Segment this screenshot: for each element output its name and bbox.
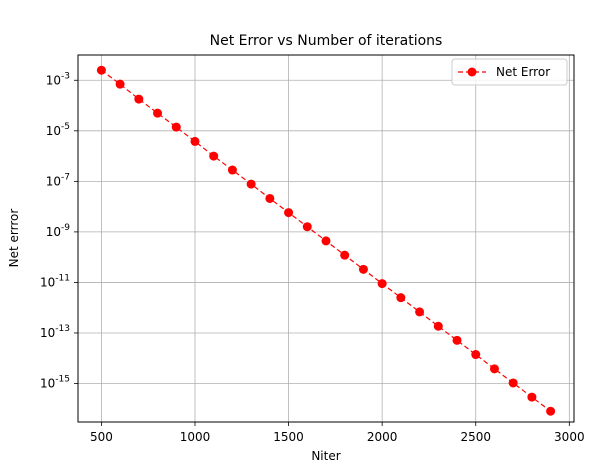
data-point — [246, 179, 256, 189]
data-point — [284, 208, 294, 218]
grid — [78, 55, 574, 422]
data-point — [134, 94, 144, 104]
data-point — [396, 293, 406, 303]
x-tick-label: 2000 — [367, 430, 398, 444]
x-axis-label: Niter — [311, 449, 340, 463]
series-layer — [96, 65, 556, 416]
data-point — [508, 378, 518, 388]
data-point — [527, 392, 537, 402]
y-axis-label: Net errror — [7, 209, 21, 268]
legend-label: Net Error — [496, 65, 550, 79]
data-point — [452, 335, 462, 345]
data-point — [433, 321, 443, 331]
legend: Net Error — [451, 58, 568, 86]
data-point — [321, 236, 331, 246]
data-point — [471, 350, 481, 360]
data-point — [171, 122, 181, 132]
data-point — [115, 79, 125, 89]
data-point — [302, 222, 312, 232]
data-point — [96, 65, 106, 75]
x-tick-label: 2500 — [460, 430, 491, 444]
data-point — [377, 279, 387, 289]
x-tick-label: 1500 — [273, 430, 304, 444]
data-point — [190, 136, 200, 146]
x-axis: 500 1000 1500 2000 2500 3000 — [90, 422, 585, 444]
data-point — [227, 165, 237, 175]
data-point — [265, 193, 275, 203]
plot-frame — [77, 54, 575, 423]
x-tick-label: 1000 — [180, 430, 211, 444]
data-point — [415, 307, 425, 317]
legend-marker — [467, 67, 477, 77]
data-point — [153, 108, 163, 118]
x-tick-label: 500 — [90, 430, 113, 444]
data-point — [358, 264, 368, 274]
data-point — [340, 250, 350, 260]
chart-title: Net Error vs Number of iterations — [210, 33, 443, 49]
x-tick-label: 3000 — [554, 430, 585, 444]
data-point — [209, 151, 219, 161]
data-point — [546, 406, 556, 416]
data-point — [489, 364, 499, 374]
legend-box — [451, 58, 568, 86]
